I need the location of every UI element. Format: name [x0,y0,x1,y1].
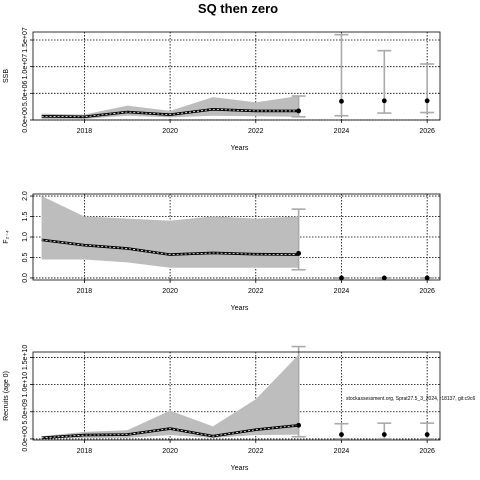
y-tick-label: 5.0e+06 [22,80,29,106]
y-tick-label: 1.5e+10 [22,345,29,371]
source-annotation: stockassessment.org, Sprat27.5_3_2024, r… [346,396,475,402]
forecast-point [296,422,302,428]
y-tick-label: 1.0e+10 [22,372,29,398]
ssb-panel: 2018 2020 2022 2024 2026 0.0e+005.0e+061.0e+0… [3,27,441,152]
x-tick-label: 2018 [77,128,93,135]
forecast-point [296,108,302,114]
x-tick-label: 2018 [77,288,93,295]
x-axis-label: Years [231,305,249,312]
x-tick-label: 2024 [334,128,350,135]
x-tick-label: 2026 [419,448,435,455]
y-tick-label: 1.0 [22,232,29,242]
forecast-point [381,275,387,281]
y-axis-label: Recruits (age 0) [3,371,10,421]
x-tick-label: 2022 [248,288,264,295]
x-tick-label: 2026 [419,128,435,135]
x-tick-label: 2020 [162,448,178,455]
forecast-point [339,98,344,104]
forecast-point [381,432,387,437]
y-tick-label: 1.5e+07 [22,27,29,53]
estimate-line-dash [41,108,299,118]
forecast-point [339,432,344,437]
y-axis-label: SSB [3,69,10,83]
forecast-point [424,98,430,104]
confidence-band [41,354,299,439]
y-tick-label: 0.0 [22,273,29,283]
y-tick-label: 0.5 [22,253,29,263]
recruitment-panel: 2018 2020 2022 2024 2026 0.0e+005.0e+091.0e+1… [3,345,441,472]
x-tick-label: 2026 [419,288,435,295]
y-tick-label: 2.0 [22,191,29,201]
x-tick-label: 2022 [248,448,264,455]
figure-title: SQ then zero [198,1,278,16]
forecast-point [424,275,430,281]
x-tick-label: 2024 [334,288,350,295]
x-tick-label: 2020 [162,288,178,295]
x-axis-label: Years [231,145,249,152]
estimate-line-dash [41,239,299,256]
forecast-point [424,432,430,437]
y-tick-label: 5.0e+09 [22,399,29,425]
x-tick-label: 2024 [334,448,350,455]
y-axis-label: F₂₋₄ [3,230,10,244]
plot-frame [32,31,441,121]
x-tick-label: 2022 [248,128,264,135]
x-tick-label: 2018 [77,448,93,455]
forecast-point [381,98,387,104]
x-axis-label: Years [231,465,249,472]
y-tick-label: 0.0e+00 [22,426,29,452]
confidence-band [41,196,299,268]
forecast-point [339,275,344,281]
y-tick-label: 1.0e+07 [22,54,29,80]
plot-frame [32,351,441,441]
y-tick-label: 0.0e+00 [22,107,29,133]
x-tick-label: 2020 [162,128,178,135]
fishing-mortality-panel: 2018 2020 2022 2024 2026 0.0 0.5 1.0 1.5 2.0 Years… [3,191,441,312]
forecast-point [296,250,302,256]
estimate-line-dash [41,424,299,439]
y-tick-label: 1.5 [22,212,29,222]
